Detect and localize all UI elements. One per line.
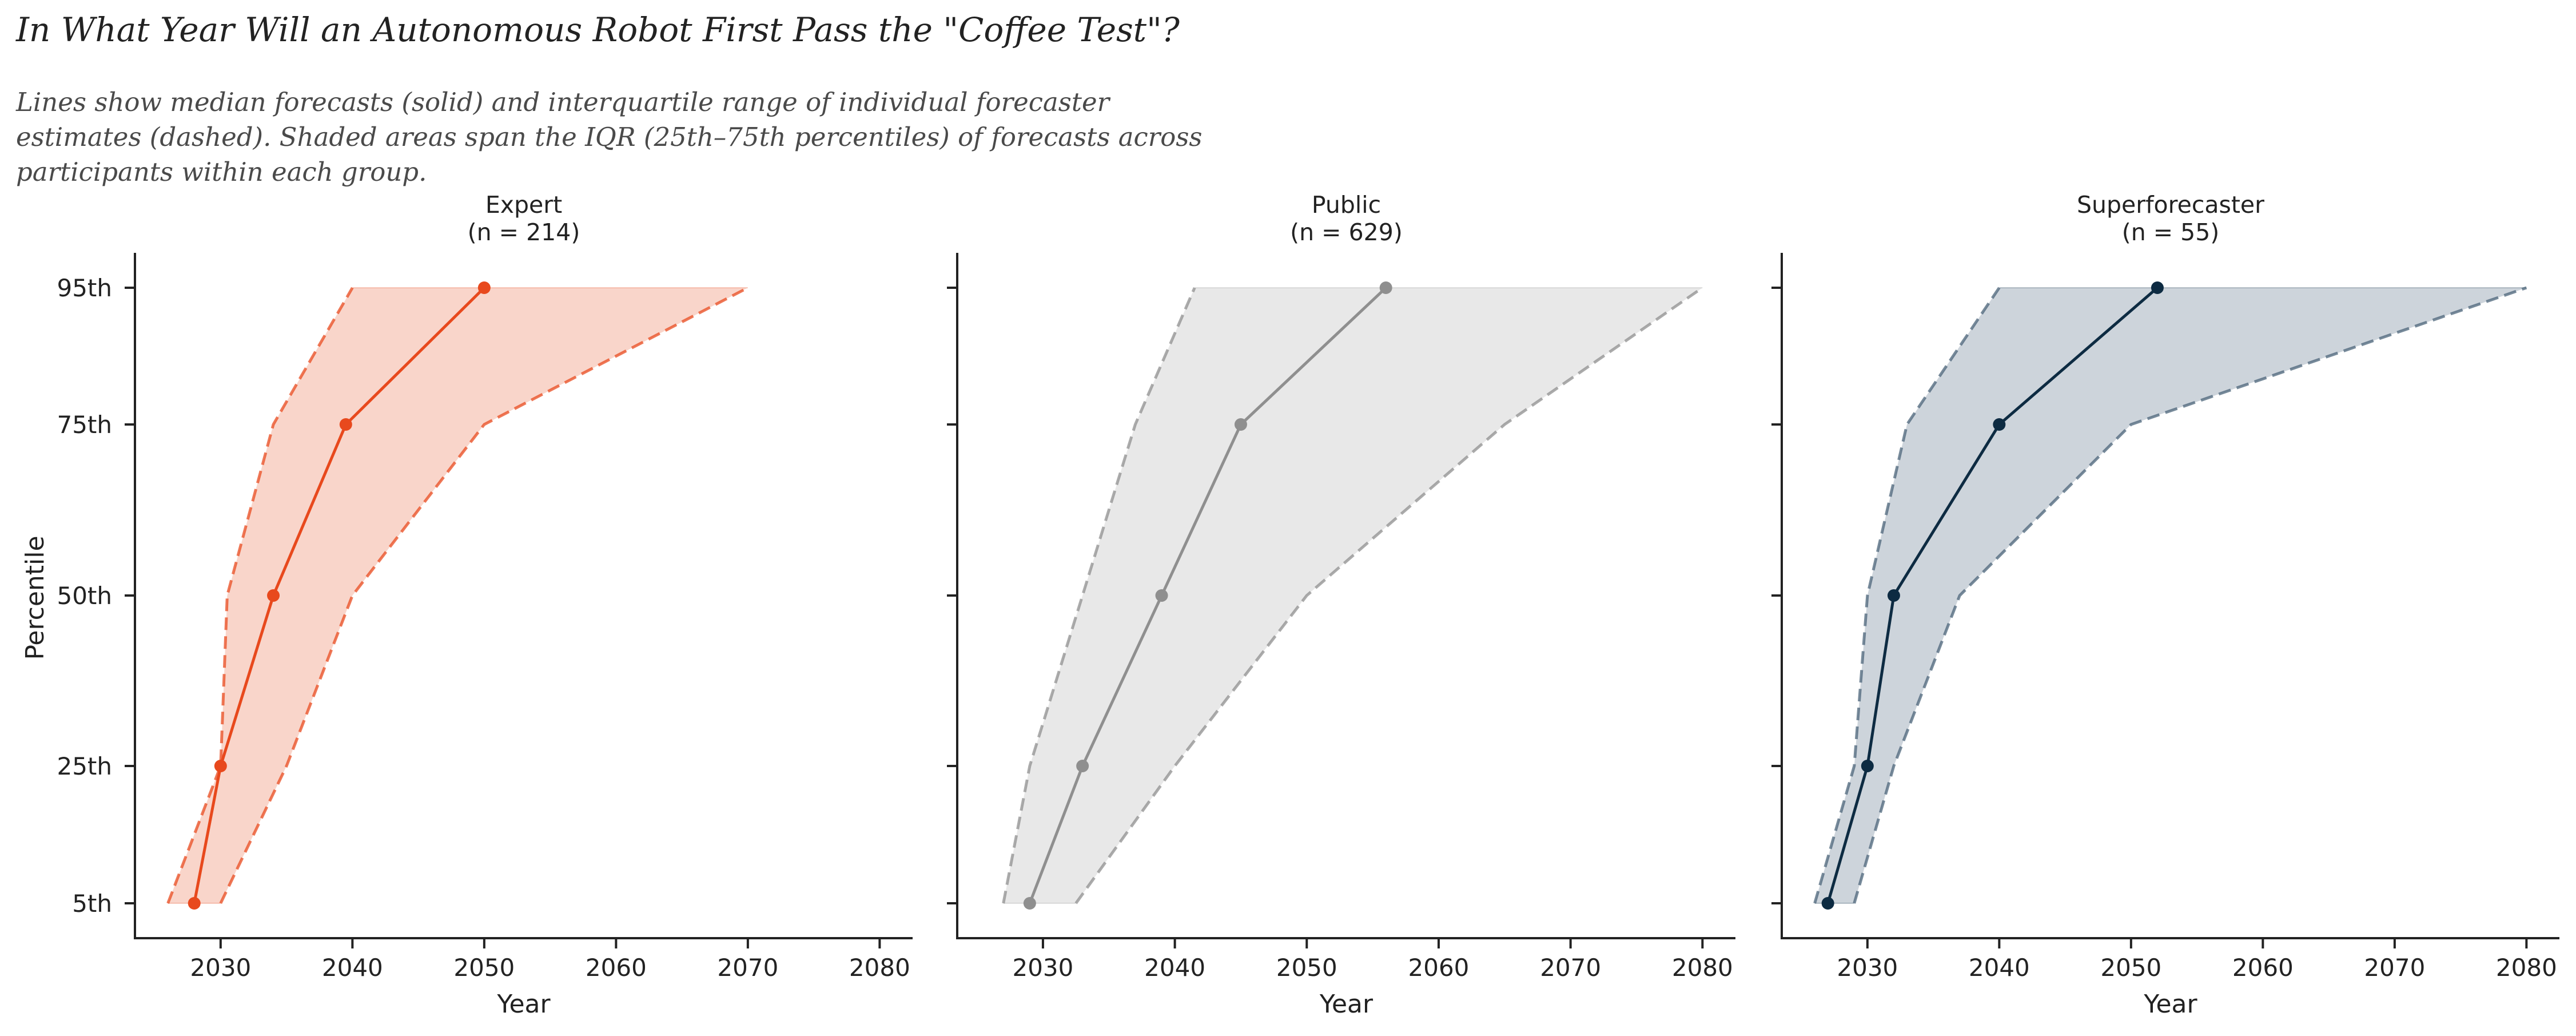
chart-panel-expert: 5th 25th 50th 75th 95th 2030 2040 2050 2060 2070 2… (21, 191, 913, 1019)
x-tick-label: 2030 (190, 954, 251, 982)
iqr-high-line (1074, 286, 1703, 904)
x-tick-label: 2060 (586, 954, 647, 982)
x-tick-label: 2060 (1408, 954, 1470, 982)
panel-title: Public (1312, 191, 1381, 219)
median-point (188, 897, 201, 910)
x-tick-label: 2030 (1837, 954, 1898, 982)
panel-subtitle: (n = 55) (2122, 219, 2220, 246)
iqr-high-line (1853, 286, 2527, 904)
median-point (2151, 281, 2164, 294)
y-tick-label: 25th (57, 752, 112, 780)
x-tick-label: 2080 (1672, 954, 1733, 982)
iqr-high-line (219, 286, 749, 904)
panel-title: Superforecaster (2077, 191, 2264, 219)
x-tick-label: 2070 (1540, 954, 1601, 982)
iqr-band (1003, 288, 1703, 903)
iqr-low-line (1813, 287, 2001, 904)
median-point (267, 589, 280, 602)
y-tick-label: 50th (57, 582, 112, 610)
x-tick-label: 2070 (717, 954, 778, 982)
median-point (1993, 418, 2006, 431)
median-point (339, 418, 352, 431)
y-tick-label: 5th (72, 890, 112, 918)
chart-panel-superforecaster: 2030 2040 2050 2060 2070 2080 Year Superforecas… (1771, 191, 2559, 1019)
x-tick-label: 2040 (322, 954, 383, 982)
chart-title: In What Year Will an Autonomous Robot Fi… (16, 10, 1180, 49)
x-tick-label: 2040 (1144, 954, 1205, 982)
x-tick-label: 2050 (2100, 954, 2161, 982)
median-point (1234, 418, 1247, 431)
x-tick-label: 2080 (849, 954, 910, 982)
x-tick-label: 2060 (2232, 954, 2294, 982)
median-point (1076, 760, 1089, 772)
median-point (1379, 281, 1392, 294)
x-axis-label: Year (1319, 990, 1373, 1019)
x-tick-label: 2050 (1276, 954, 1337, 982)
panel-title: Expert (485, 191, 562, 219)
median-point (477, 281, 491, 294)
chart-subtitle: Lines show median forecasts (solid) and … (16, 87, 1203, 187)
iqr-low-line (166, 287, 354, 904)
median-point (1155, 589, 1168, 602)
y-axis-label: Percentile (21, 535, 50, 660)
panel-subtitle: (n = 214) (468, 219, 580, 246)
x-tick-label: 2080 (2496, 954, 2557, 982)
y-tick-label: 95th (57, 274, 112, 302)
y-tick-label: 75th (57, 411, 112, 439)
median-point (1023, 897, 1036, 910)
x-tick-label: 2030 (1012, 954, 1073, 982)
x-tick-label: 2050 (453, 954, 515, 982)
iqr-band (1814, 288, 2527, 903)
x-tick-label: 2040 (1969, 954, 2030, 982)
x-axis-label: Year (2143, 990, 2197, 1019)
chart-panel-public: 2030 2040 2050 2060 2070 2080 Year Public(n = 6… (947, 191, 1735, 1019)
iqr-band (168, 288, 748, 903)
median-point (214, 760, 227, 772)
median-point (1887, 589, 1900, 602)
panel-subtitle: (n = 629) (1290, 219, 1403, 246)
median-point (1821, 897, 1834, 910)
median-point (1861, 760, 1874, 772)
x-axis-label: Year (496, 990, 551, 1019)
x-tick-label: 2070 (2364, 954, 2425, 982)
